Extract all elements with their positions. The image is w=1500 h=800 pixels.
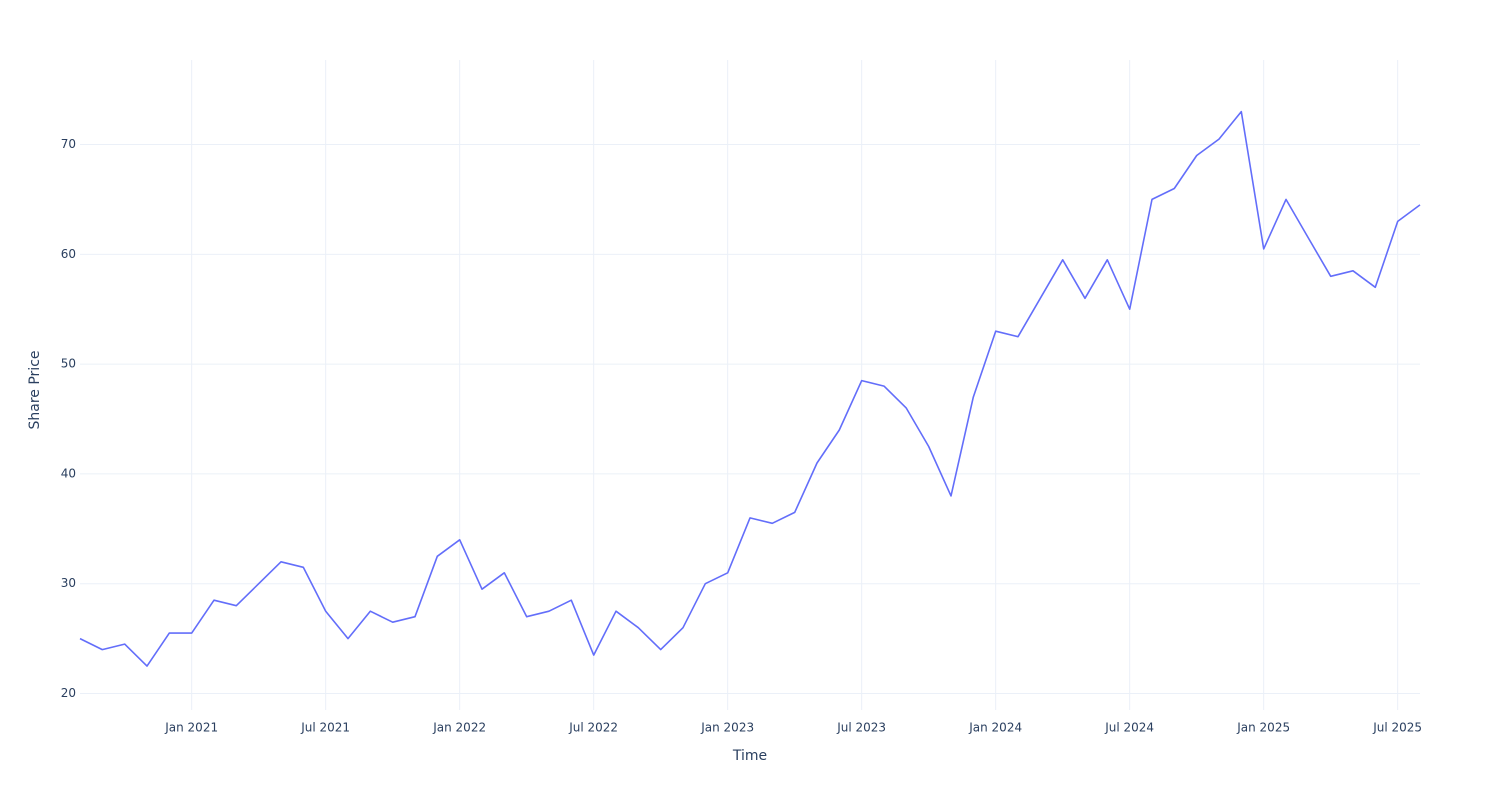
x-tick-label: Jul 2024 bbox=[1104, 721, 1154, 735]
y-tick-label: 60 bbox=[61, 247, 76, 261]
x-tick-label: Jan 2023 bbox=[700, 721, 754, 735]
x-tick-label: Jul 2022 bbox=[568, 721, 618, 735]
y-tick-label: 40 bbox=[61, 466, 76, 480]
x-tick-label: Jan 2024 bbox=[968, 721, 1022, 735]
price-line bbox=[79, 110, 1421, 667]
x-axis-title: Time bbox=[732, 748, 767, 764]
x-tick-label: Jul 2023 bbox=[836, 721, 886, 735]
x-tick-label: Jan 2022 bbox=[432, 721, 486, 735]
x-tick-label: Jan 2021 bbox=[164, 721, 218, 735]
y-tick-label: 30 bbox=[61, 576, 76, 590]
y-tick-label: 50 bbox=[61, 357, 76, 371]
x-tick-label: Jul 2025 bbox=[1372, 721, 1422, 735]
y-tick-label: 20 bbox=[61, 686, 76, 700]
y-axis-title: Share Price bbox=[27, 350, 43, 429]
x-tick-label: Jan 2025 bbox=[1236, 721, 1290, 735]
y-tick-label: 70 bbox=[61, 137, 76, 151]
x-tick-label: Jul 2021 bbox=[300, 721, 350, 735]
